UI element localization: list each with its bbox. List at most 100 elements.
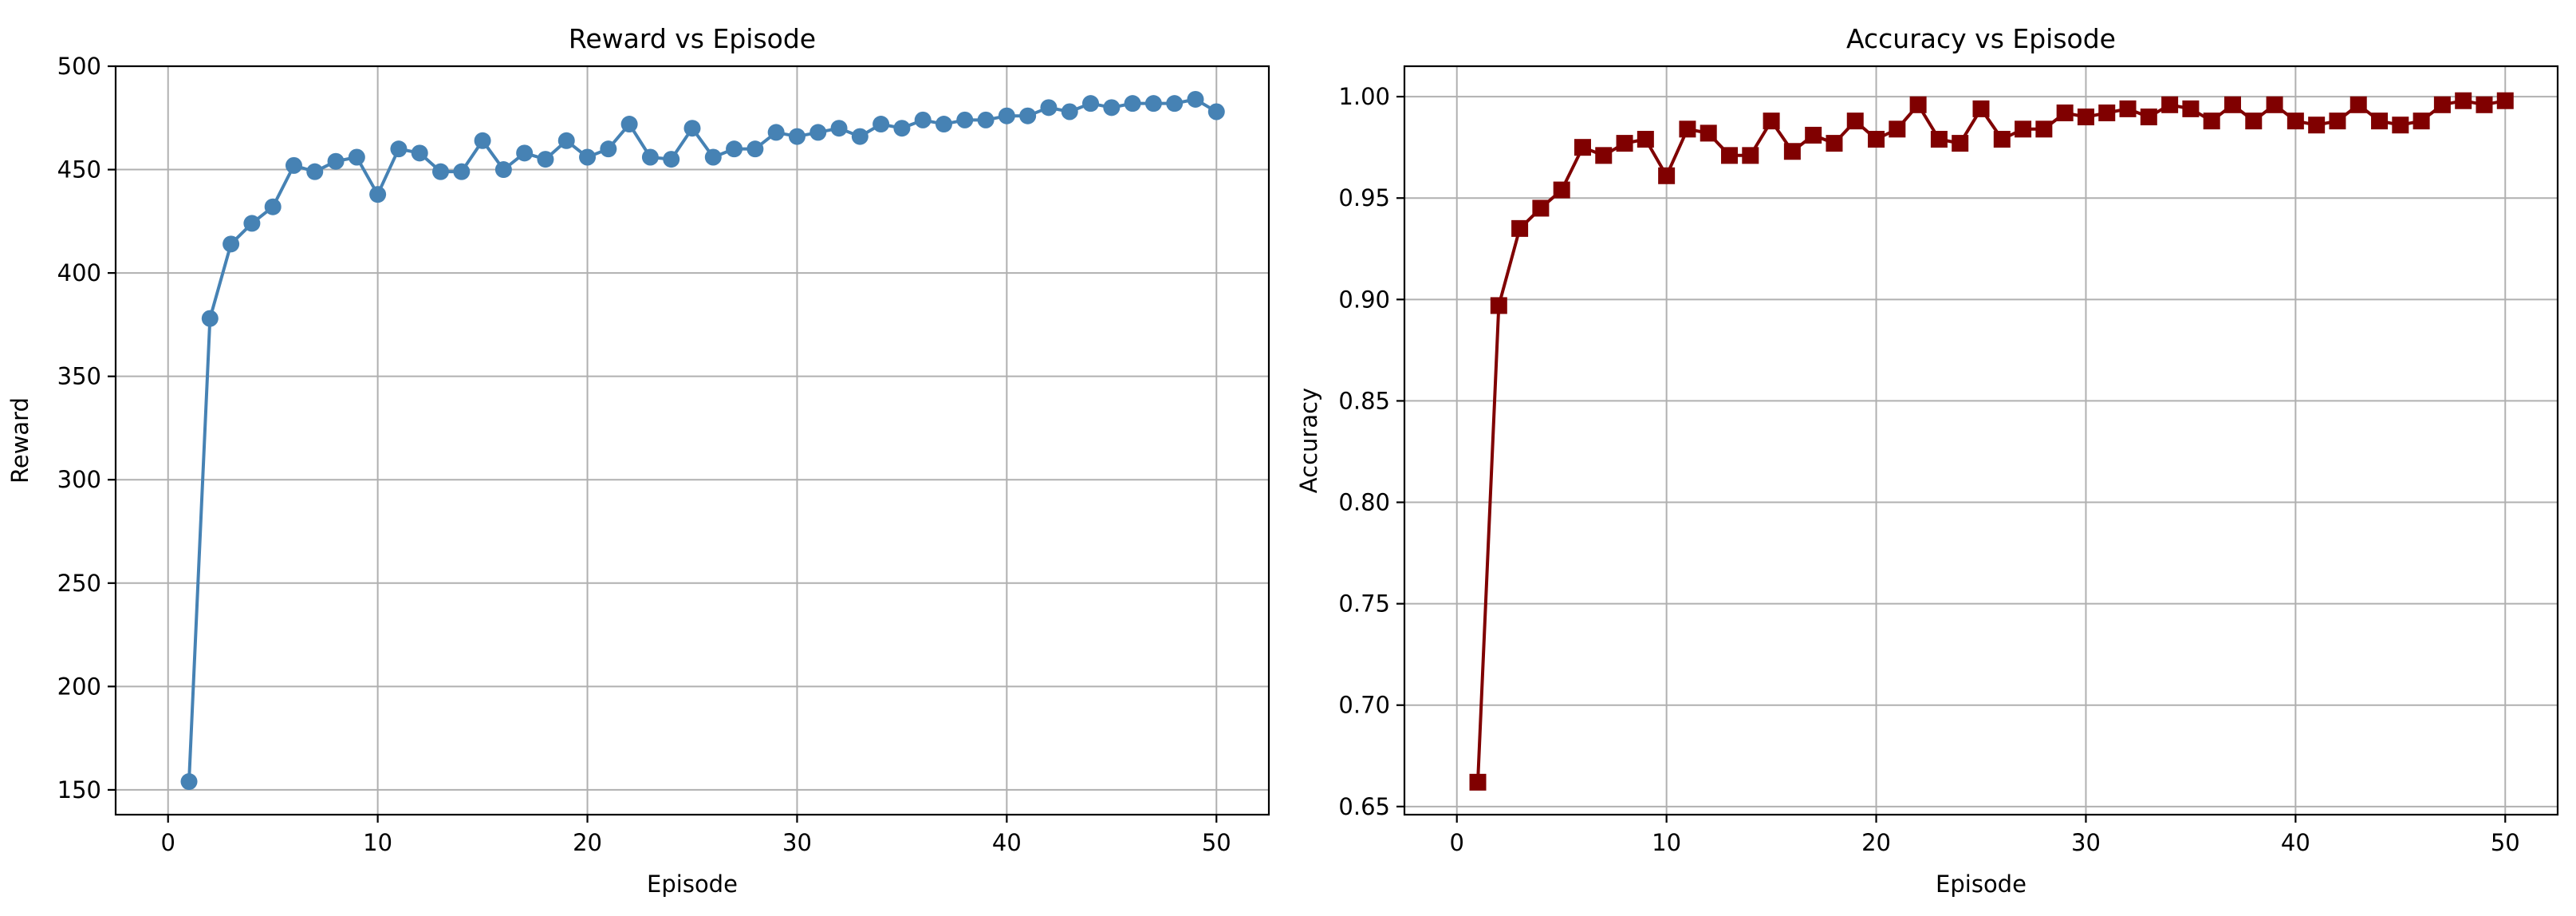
reward-data-point bbox=[223, 235, 240, 253]
reward-data-point bbox=[1144, 95, 1162, 113]
accuracy-x-tick-label: 40 bbox=[2281, 829, 2310, 856]
accuracy-data-point bbox=[2455, 92, 2472, 109]
reward-data-point bbox=[830, 120, 848, 137]
accuracy-y-tick-label: 0.70 bbox=[1338, 692, 1390, 719]
reward-chart-title: Reward vs Episode bbox=[569, 23, 816, 54]
accuracy-data-point bbox=[1595, 147, 1613, 164]
reward-data-point bbox=[746, 140, 764, 158]
accuracy-data-point bbox=[1909, 96, 1927, 113]
reward-data-point bbox=[411, 144, 428, 162]
accuracy-data-point bbox=[1490, 297, 1507, 314]
reward-data-point bbox=[516, 144, 534, 162]
reward-data-point bbox=[432, 163, 450, 180]
accuracy-data-point bbox=[1972, 100, 1990, 117]
accuracy-y-axis-label: Accuracy bbox=[1295, 388, 1322, 493]
reward-data-point bbox=[201, 310, 219, 327]
accuracy-data-point bbox=[1616, 135, 1633, 152]
reward-y-tick-label: 150 bbox=[57, 776, 101, 803]
accuracy-data-point bbox=[2119, 100, 2137, 117]
reward-plot-frame bbox=[114, 65, 1270, 816]
accuracy-data-point bbox=[2098, 104, 2116, 121]
reward-x-tick-label: 0 bbox=[161, 829, 175, 856]
reward-data-point bbox=[872, 116, 890, 133]
reward-x-tick-label: 50 bbox=[1202, 829, 1231, 856]
accuracy-chart: 0 10 20 30 40 50 0.65 0.70 0.75 0.80 0.85 0.90 0.95 1… bbox=[1295, 23, 2559, 898]
reward-data-point bbox=[474, 132, 491, 149]
accuracy-data-point bbox=[1553, 181, 1570, 199]
accuracy-x-tick-label: 30 bbox=[2071, 829, 2101, 856]
reward-y-tick-label: 250 bbox=[57, 570, 101, 597]
reward-data-point bbox=[180, 773, 198, 791]
accuracy-data-point bbox=[2476, 96, 2493, 113]
reward-data-point bbox=[1166, 95, 1184, 113]
accuracy-data-point bbox=[1846, 113, 1864, 130]
accuracy-data-point bbox=[2182, 100, 2200, 117]
reward-data-point bbox=[641, 148, 659, 166]
accuracy-y-tick-label: 0.95 bbox=[1338, 184, 1390, 211]
reward-data-point bbox=[767, 124, 785, 141]
accuracy-data-point bbox=[1763, 113, 1780, 130]
accuracy-data-point bbox=[2433, 96, 2451, 113]
accuracy-data-point bbox=[2015, 120, 2032, 138]
reward-y-tick-label: 200 bbox=[57, 673, 101, 700]
reward-data-point bbox=[1061, 103, 1078, 120]
accuracy-y-tick-label: 0.85 bbox=[1338, 387, 1390, 414]
accuracy-plot-frame bbox=[1403, 65, 2559, 816]
reward-data-point bbox=[600, 140, 617, 158]
accuracy-data-point bbox=[1532, 199, 1550, 217]
accuracy-x-tick-label: 20 bbox=[1861, 829, 1891, 856]
reward-data-point bbox=[935, 116, 952, 133]
accuracy-x-tick-label: 50 bbox=[2491, 829, 2520, 856]
reward-data-point bbox=[620, 116, 638, 133]
reward-y-tick-label: 300 bbox=[57, 466, 101, 493]
reward-data-point bbox=[390, 140, 408, 158]
accuracy-data-point bbox=[2223, 96, 2241, 113]
accuracy-data-point bbox=[1930, 131, 1948, 148]
accuracy-data-point bbox=[2161, 96, 2179, 113]
reward-data-point bbox=[557, 132, 575, 149]
accuracy-data-point bbox=[2266, 96, 2283, 113]
accuracy-data-point bbox=[1952, 135, 1969, 152]
reward-data-point bbox=[683, 120, 701, 137]
reward-data-point bbox=[893, 120, 911, 137]
reward-data-point bbox=[977, 111, 995, 128]
accuracy-data-point bbox=[1783, 143, 1801, 160]
accuracy-chart-title: Accuracy vs Episode bbox=[1846, 23, 2116, 54]
accuracy-y-tick-label: 0.75 bbox=[1338, 590, 1390, 618]
reward-y-axis-label: Reward bbox=[6, 397, 33, 484]
reward-x-tick-label: 20 bbox=[573, 829, 602, 856]
reward-y-tick-label: 350 bbox=[57, 363, 101, 390]
reward-data-point bbox=[579, 148, 597, 166]
reward-data-point bbox=[998, 107, 1015, 124]
reward-data-point bbox=[285, 156, 302, 174]
accuracy-data-point bbox=[2245, 113, 2263, 130]
reward-data-point bbox=[788, 128, 805, 145]
accuracy-data-point bbox=[2140, 109, 2157, 126]
accuracy-data-point bbox=[2329, 113, 2346, 130]
reward-data-point bbox=[809, 124, 827, 141]
reward-data-point bbox=[956, 111, 974, 128]
reward-data-point bbox=[494, 161, 512, 179]
accuracy-data-point bbox=[1511, 219, 1529, 237]
accuracy-x-axis-label: Episode bbox=[1936, 871, 2027, 898]
reward-data-point bbox=[1082, 95, 1100, 113]
accuracy-data-point bbox=[2308, 116, 2326, 134]
reward-data-point bbox=[537, 151, 554, 168]
reward-data-point bbox=[1040, 99, 1058, 116]
accuracy-data-point bbox=[1826, 135, 1843, 152]
accuracy-x-tick-label: 10 bbox=[1652, 829, 1681, 856]
reward-data-point bbox=[663, 151, 680, 168]
reward-data-point bbox=[1207, 103, 1225, 120]
reward-x-tick-label: 10 bbox=[363, 829, 392, 856]
reward-data-point bbox=[327, 152, 345, 170]
accuracy-data-point bbox=[1658, 167, 1676, 184]
reward-x-tick-label: 40 bbox=[992, 829, 1022, 856]
reward-data-point bbox=[851, 128, 869, 145]
reward-data-point bbox=[306, 163, 324, 180]
reward-data-point bbox=[726, 140, 743, 158]
accuracy-data-point bbox=[1679, 120, 1696, 138]
reward-y-tick-label: 500 bbox=[57, 53, 101, 80]
accuracy-data-point bbox=[1868, 131, 1885, 148]
reward-data-point bbox=[1124, 95, 1141, 113]
